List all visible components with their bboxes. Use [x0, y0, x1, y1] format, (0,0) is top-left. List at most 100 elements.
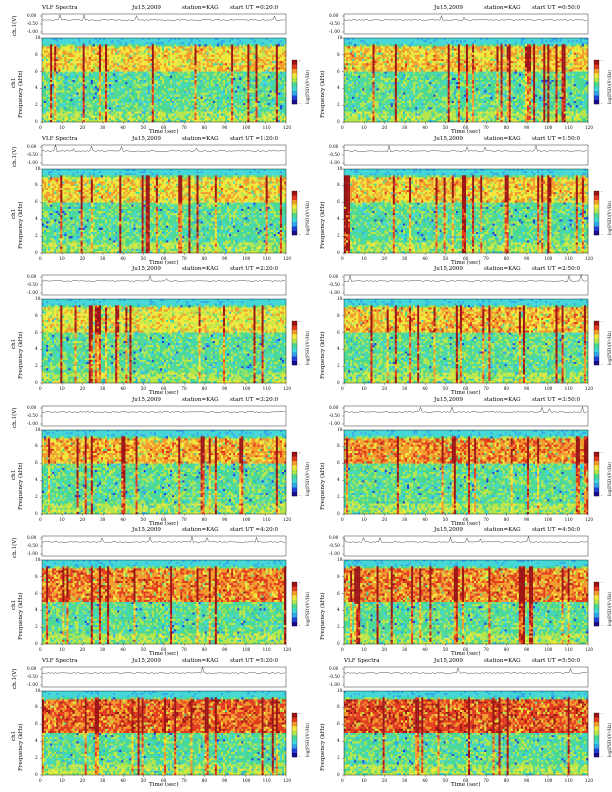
spectrogram-cell	[259, 103, 262, 106]
spectrogram-cell	[174, 61, 177, 64]
spectrogram-cell	[68, 107, 71, 110]
spectrogram-cell	[265, 48, 268, 51]
spectrogram-cell	[208, 42, 211, 45]
spectrogram-cell	[220, 101, 224, 104]
spectrogram-cell	[166, 73, 169, 76]
spectrogram-cell	[212, 38, 215, 41]
spectrogram-cell	[267, 80, 270, 83]
spectrogram-cell	[135, 54, 138, 58]
spectrogram-cell	[100, 65, 104, 68]
spectrogram-cell	[84, 86, 87, 89]
spectrogram-cell	[52, 98, 55, 102]
spectrogram-cell	[275, 48, 279, 51]
spectrogram-cell	[127, 63, 130, 66]
spectrogram-cell	[92, 61, 96, 64]
spectrogram-cell	[178, 46, 181, 49]
spectrogram-cell	[194, 52, 197, 55]
spectrogram-cell	[46, 98, 49, 102]
spectrogram-cell	[180, 73, 183, 76]
spectrogram-cell	[133, 96, 136, 100]
spectrogram-cell	[186, 48, 189, 51]
spectrogram-cell	[241, 117, 244, 121]
spectrogram-cell	[157, 61, 161, 64]
spectrogram-cell	[42, 71, 45, 74]
spectrogram-cell	[143, 107, 146, 110]
colorbar-segment	[292, 64, 297, 69]
spectrogram-cell	[68, 40, 71, 43]
spectrogram-cell	[88, 65, 91, 68]
spectrogram-cell	[281, 113, 285, 116]
spectrogram-cell	[235, 73, 238, 76]
spectrogram-cell	[212, 77, 215, 81]
spectrogram-cell	[225, 65, 228, 68]
spectrogram-cell	[44, 42, 47, 45]
spectrogram-cell	[68, 96, 71, 100]
spectrogram-cell	[60, 40, 63, 43]
frequency-ytick-label: 4	[35, 85, 38, 91]
spectrogram-cell	[96, 38, 100, 41]
spectrogram-cell	[111, 59, 114, 62]
spectrogram-cell	[233, 107, 236, 110]
spectrogram-cell	[117, 88, 120, 91]
spectrogram-cell	[50, 56, 53, 60]
spectrogram-cell	[212, 63, 215, 66]
spectrogram-cell	[125, 61, 128, 64]
spectrogram-cell	[218, 38, 222, 41]
spectrogram-cell	[74, 88, 77, 91]
spectrogram-cell	[190, 101, 193, 104]
spectrogram-cell	[235, 119, 238, 123]
spectrogram-cell	[153, 59, 157, 62]
spectrogram-cell	[68, 63, 71, 66]
spectrogram-cell	[70, 50, 73, 53]
spectrogram-cell	[155, 92, 159, 95]
spectrogram-cell	[139, 75, 142, 79]
spectrogram-cell	[62, 54, 65, 58]
spectrogram-cell	[90, 111, 93, 114]
spectrogram-cell	[42, 44, 45, 47]
spectrogram-cell	[129, 77, 132, 81]
spectrogram-cell	[103, 61, 106, 64]
spectrogram-cell	[135, 42, 138, 45]
spectrogram-cell	[117, 63, 120, 66]
spectrogram-cell	[137, 82, 140, 85]
spectrogram-cell	[188, 54, 191, 58]
spectrogram-cell	[247, 52, 250, 55]
spectrogram-cell	[277, 46, 281, 49]
spectrogram-cell	[178, 48, 181, 51]
spectrogram-cell	[78, 75, 81, 79]
spectrogram-cell	[247, 86, 250, 89]
spectrogram-cell	[58, 44, 61, 47]
spectrogram-cell	[188, 90, 191, 93]
spectrogram-cell	[184, 40, 187, 43]
spectrogram-cell	[149, 75, 152, 79]
spectrogram-cell	[170, 59, 173, 62]
spectrogram-cell	[247, 40, 250, 43]
spectrogram-cell	[88, 88, 91, 91]
spectrogram-cell	[194, 54, 197, 58]
spectrogram-cell	[190, 92, 193, 95]
spectrogram-cell	[283, 94, 287, 97]
spectrogram-cell	[257, 48, 260, 51]
spectrogram-cell	[192, 73, 195, 76]
spectrogram-cell	[153, 82, 157, 85]
spectrogram-cell	[239, 59, 242, 62]
spectrogram-cell	[172, 84, 175, 87]
spectrogram-cell	[164, 82, 167, 85]
spectrogram-cell	[119, 103, 122, 106]
spectrogram-cell	[261, 75, 264, 79]
spectrogram-cell	[48, 42, 51, 45]
spectrogram-cell	[145, 115, 148, 118]
spectrogram-cell	[105, 50, 108, 53]
spectrogram-cell	[180, 61, 183, 64]
spectrogram-cell	[48, 38, 51, 41]
spectrogram-cell	[70, 84, 73, 87]
spectrogram-cell	[455, 38, 459, 41]
spectrogram-cell	[178, 59, 181, 62]
spectrogram-cell	[145, 77, 148, 81]
spectrogram-cell	[98, 40, 102, 43]
spectrogram-cell	[82, 52, 85, 55]
spectrogram-cell	[68, 75, 71, 79]
spectrogram-cell	[255, 63, 258, 66]
spectrogram-cell	[229, 109, 232, 112]
spectrogram-cell	[109, 48, 112, 51]
